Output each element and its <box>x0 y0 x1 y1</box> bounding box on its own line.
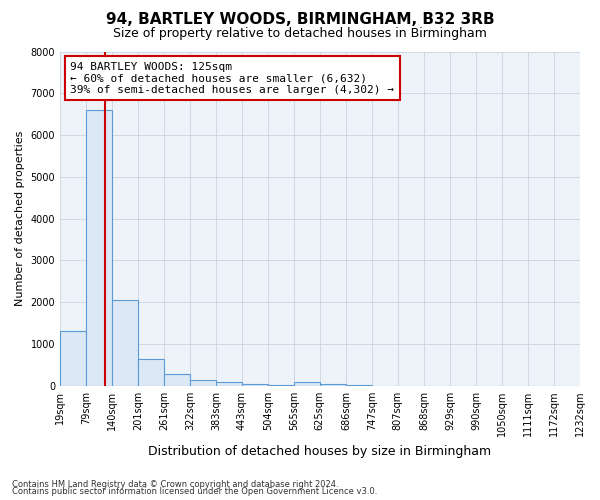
Y-axis label: Number of detached properties: Number of detached properties <box>15 131 25 306</box>
Text: Contains HM Land Registry data © Crown copyright and database right 2024.: Contains HM Land Registry data © Crown c… <box>12 480 338 489</box>
Bar <box>138 358 164 386</box>
Bar <box>112 300 138 386</box>
Bar <box>86 110 112 386</box>
Text: Contains public sector information licensed under the Open Government Licence v3: Contains public sector information licen… <box>12 487 377 496</box>
Bar <box>294 382 320 386</box>
Bar <box>164 374 190 386</box>
Bar <box>268 385 294 386</box>
Bar <box>216 382 242 386</box>
Text: Size of property relative to detached houses in Birmingham: Size of property relative to detached ho… <box>113 28 487 40</box>
Bar <box>190 380 216 386</box>
Text: 94 BARTLEY WOODS: 125sqm
← 60% of detached houses are smaller (6,632)
39% of sem: 94 BARTLEY WOODS: 125sqm ← 60% of detach… <box>70 62 394 94</box>
Bar <box>320 384 346 386</box>
X-axis label: Distribution of detached houses by size in Birmingham: Distribution of detached houses by size … <box>148 444 491 458</box>
Text: 94, BARTLEY WOODS, BIRMINGHAM, B32 3RB: 94, BARTLEY WOODS, BIRMINGHAM, B32 3RB <box>106 12 494 28</box>
Bar <box>60 332 86 386</box>
Bar <box>242 384 268 386</box>
